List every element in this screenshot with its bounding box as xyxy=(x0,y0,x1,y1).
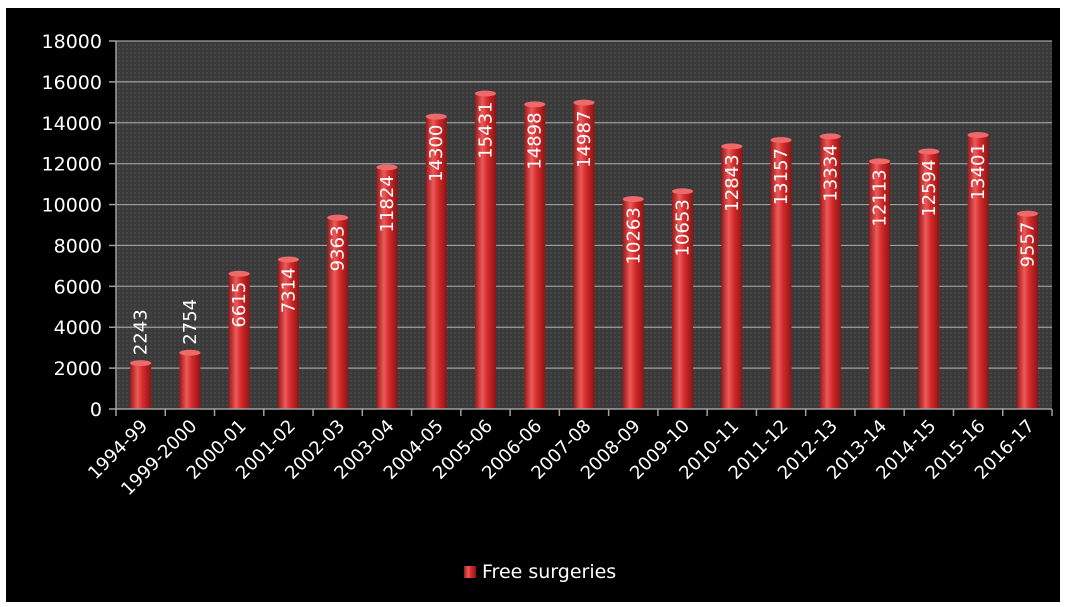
bar-cap xyxy=(474,90,496,97)
legend: Free surgeries xyxy=(464,561,616,583)
bar xyxy=(327,217,349,409)
bar-cap xyxy=(721,143,743,150)
bar-cap xyxy=(179,349,201,356)
data-label: 12594 xyxy=(919,160,940,217)
bar xyxy=(228,273,250,409)
bar-cap xyxy=(1016,210,1038,217)
bar xyxy=(819,136,841,409)
y-tick-label: 2000 xyxy=(54,358,102,380)
bar xyxy=(130,363,152,409)
y-tick-label: 16000 xyxy=(42,72,102,94)
bar xyxy=(573,102,595,409)
data-label: 6615 xyxy=(229,282,250,328)
y-tick-label: 8000 xyxy=(54,235,102,257)
data-label: 13401 xyxy=(968,143,989,200)
data-label: 9557 xyxy=(1017,222,1038,268)
bar-cap xyxy=(130,360,152,367)
bar-cap xyxy=(376,164,398,171)
legend-label: Free surgeries xyxy=(482,561,616,583)
bar xyxy=(770,140,792,409)
data-label: 12113 xyxy=(870,169,891,226)
y-tick-label: 12000 xyxy=(42,154,102,176)
bar xyxy=(277,259,299,409)
bar-cap xyxy=(327,214,349,221)
bar-cap xyxy=(622,196,644,203)
data-label: 10263 xyxy=(623,207,644,264)
data-label: 9363 xyxy=(328,226,349,272)
data-label: 13157 xyxy=(771,148,792,205)
data-label: 2243 xyxy=(131,309,152,355)
bar-cap xyxy=(277,256,299,263)
bar xyxy=(918,151,940,410)
data-label: 12843 xyxy=(722,154,743,211)
bar-cap xyxy=(869,158,891,165)
bar-cap xyxy=(672,188,694,195)
y-tick-label: 0 xyxy=(90,399,102,421)
data-label: 11824 xyxy=(377,175,398,232)
bar-cap xyxy=(918,148,940,155)
bar xyxy=(376,167,398,409)
y-tick-label: 18000 xyxy=(42,31,102,53)
data-label: 10653 xyxy=(673,199,694,256)
bar xyxy=(721,146,743,409)
data-label: 13334 xyxy=(820,144,841,201)
bar-cap xyxy=(425,113,447,120)
bar-cap xyxy=(573,99,595,106)
y-tick-label: 6000 xyxy=(54,276,102,298)
bar xyxy=(967,135,989,410)
bar xyxy=(474,93,496,409)
bar xyxy=(179,352,201,409)
bar xyxy=(869,161,891,409)
legend-swatch xyxy=(464,566,476,578)
bar xyxy=(672,191,694,409)
y-tick-label: 14000 xyxy=(42,113,102,135)
y-tick-label: 10000 xyxy=(42,195,102,217)
bar-cap xyxy=(967,132,989,139)
bars: 2243 2754 6615 7314 9363 11824 14300 15431 14898… xyxy=(130,90,1038,410)
bar-chart: 2243 2754 6615 7314 9363 11824 14300 15431 14898… xyxy=(42,31,1053,583)
data-label: 14898 xyxy=(525,112,546,169)
data-label: 14300 xyxy=(426,125,447,182)
chart-frame: 2243 2754 6615 7314 9363 11824 14300 15431 14898… xyxy=(6,8,1060,602)
data-label: 7314 xyxy=(278,267,299,313)
data-label: 15431 xyxy=(475,102,496,159)
bar-cap xyxy=(770,137,792,144)
y-tick-label: 4000 xyxy=(54,317,102,339)
bar xyxy=(425,116,447,410)
bar-cap xyxy=(819,133,841,140)
bar-cap xyxy=(524,101,546,108)
bar xyxy=(524,104,546,409)
bar xyxy=(622,199,644,409)
data-label: 14987 xyxy=(574,111,595,168)
bar-cap xyxy=(228,270,250,277)
bar xyxy=(1016,213,1038,409)
data-label: 2754 xyxy=(180,299,201,345)
